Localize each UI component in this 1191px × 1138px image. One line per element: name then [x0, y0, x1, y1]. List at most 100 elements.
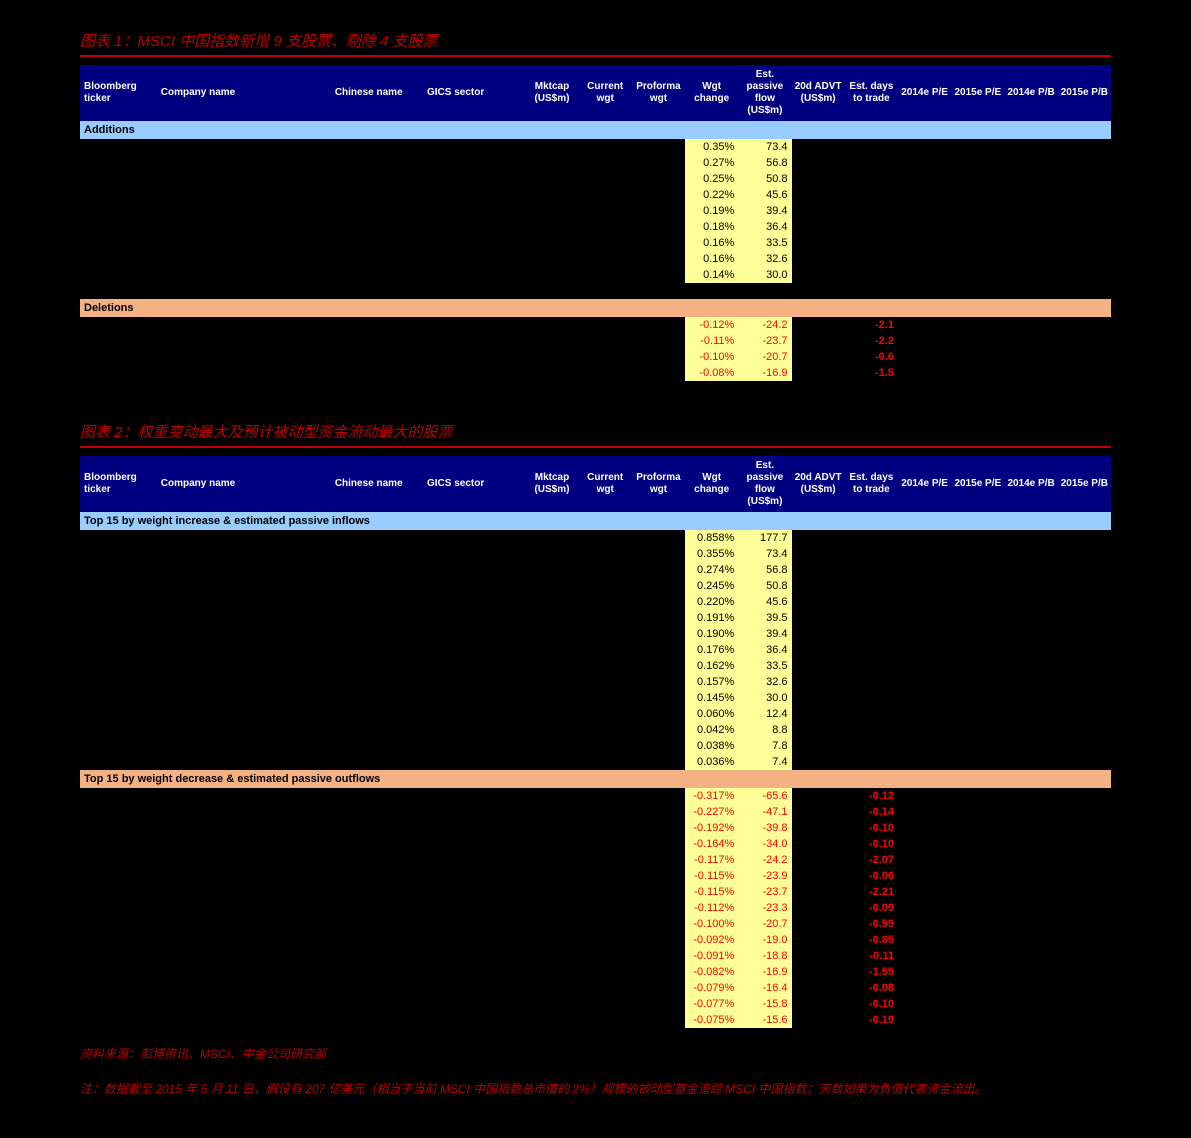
cell-passive-flow: -24.2: [738, 852, 791, 868]
source-line: 资料来源：彭博资讯、MSCI、中金公司研究部: [80, 1046, 1111, 1063]
section-inflows: Top 15 by weight increase & estimated pa…: [80, 512, 1111, 530]
cell-wgt-change: 0.16%: [685, 251, 738, 267]
cell-passive-flow: 30.0: [738, 690, 791, 706]
cell-passive-flow: 30.0: [738, 267, 791, 283]
table-row: 0.858%177.7: [80, 530, 1111, 546]
cell-passive-flow: 39.5: [738, 610, 791, 626]
cell-wgt-change: -0.317%: [685, 788, 738, 804]
cell-passive-flow: -47.1: [738, 804, 791, 820]
table-row: 0.355%73.4: [80, 546, 1111, 562]
cell-passive-flow: -16.4: [738, 980, 791, 996]
cell-passive-flow: -20.7: [738, 916, 791, 932]
cell-days-to-trade: -0.09: [845, 900, 898, 916]
cell-wgt-change: -0.112%: [685, 900, 738, 916]
cell-wgt-change: 0.038%: [685, 738, 738, 754]
h-flow: Est. passive flow (US$m): [738, 65, 791, 121]
cell-wgt-change: -0.115%: [685, 884, 738, 900]
h2-prowgt: Proforma wgt: [632, 456, 685, 512]
cell-passive-flow: 8.8: [738, 722, 791, 738]
cell-wgt-change: -0.079%: [685, 980, 738, 996]
table-row: -0.227%-47.1-0.14: [80, 804, 1111, 820]
cell-passive-flow: -16.9: [738, 964, 791, 980]
table-row: 0.245%50.8: [80, 578, 1111, 594]
cell-passive-flow: 36.4: [738, 642, 791, 658]
table-row: -0.317%-65.6-0.12: [80, 788, 1111, 804]
h-advt: 20d ADVT (US$m): [792, 65, 845, 121]
h2-curwgt: Current wgt: [579, 456, 632, 512]
cell-days-to-trade: -0.08: [845, 980, 898, 996]
cell-passive-flow: -20.7: [738, 349, 791, 365]
table-row: 0.036%7.4: [80, 754, 1111, 770]
cell-passive-flow: -23.7: [738, 884, 791, 900]
h2-mktcap: Mktcap (US$m): [525, 456, 578, 512]
cell-days-to-trade: -0.59: [845, 916, 898, 932]
h-prowgt: Proforma wgt: [632, 65, 685, 121]
cell-wgt-change: 0.162%: [685, 658, 738, 674]
cell-wgt-change: -0.117%: [685, 852, 738, 868]
table-row: 0.038%7.8: [80, 738, 1111, 754]
chart2-title: 图表 2：权重变动最大及预计被动型资金流动最大的股票: [80, 421, 1111, 448]
cell-wgt-change: -0.091%: [685, 948, 738, 964]
cell-wgt-change: -0.08%: [685, 365, 738, 381]
section-additions: Additions: [80, 121, 1111, 139]
cell-days-to-trade: -2.21: [845, 884, 898, 900]
cell-wgt-change: 0.245%: [685, 578, 738, 594]
cell-passive-flow: 7.4: [738, 754, 791, 770]
chart1-table: Bloomberg ticker Company name Chinese na…: [80, 65, 1111, 381]
h2-pb14: 2014e P/B: [1004, 456, 1057, 512]
table-row: -0.12%-24.2-2.1: [80, 317, 1111, 333]
cell-passive-flow: -19.0: [738, 932, 791, 948]
cell-passive-flow: 33.5: [738, 658, 791, 674]
cell-wgt-change: 0.35%: [685, 139, 738, 155]
table-row: -0.10%-20.7-0.6: [80, 349, 1111, 365]
table-row: 0.157%32.6: [80, 674, 1111, 690]
cell-wgt-change: 0.22%: [685, 187, 738, 203]
table-row: 0.35%73.4: [80, 139, 1111, 155]
table-row: -0.091%-18.8 -0.11: [80, 948, 1111, 964]
cell-wgt-change: 0.190%: [685, 626, 738, 642]
cell-days-to-trade: -0.11: [845, 948, 898, 964]
section-outflows: Top 15 by weight decrease & estimated pa…: [80, 770, 1111, 788]
table-row: 0.14%30.0: [80, 267, 1111, 283]
spacer-row: [80, 283, 1111, 299]
cell-passive-flow: -39.8: [738, 820, 791, 836]
h2-wgtchg: Wgt change: [685, 456, 738, 512]
table-row: -0.100%-20.7-0.59: [80, 916, 1111, 932]
h-pe15: 2015e P/E: [951, 65, 1004, 121]
cell-wgt-change: -0.115%: [685, 868, 738, 884]
table-row: 0.27%56.8: [80, 155, 1111, 171]
cell-passive-flow: -15.8: [738, 996, 791, 1012]
h2-pb15: 2015e P/B: [1058, 456, 1111, 512]
h-ticker: Bloomberg ticker: [80, 65, 157, 121]
h2-ticker: Bloomberg ticker: [80, 456, 157, 512]
cell-days-to-trade: -0.6: [845, 349, 898, 365]
cell-wgt-change: -0.082%: [685, 964, 738, 980]
table-row: 0.042%8.8: [80, 722, 1111, 738]
cell-passive-flow: -18.8: [738, 948, 791, 964]
table-row: 0.220%45.6: [80, 594, 1111, 610]
cell-passive-flow: 39.4: [738, 626, 791, 642]
table-row: 0.274%56.8: [80, 562, 1111, 578]
cell-wgt-change: 0.19%: [685, 203, 738, 219]
cell-passive-flow: 12.4: [738, 706, 791, 722]
cell-passive-flow: 73.4: [738, 139, 791, 155]
cell-passive-flow: 7.8: [738, 738, 791, 754]
h2-company: Company name: [157, 456, 331, 512]
cell-days-to-trade: -2.2: [845, 333, 898, 349]
cell-wgt-change: 0.27%: [685, 155, 738, 171]
cell-passive-flow: 39.4: [738, 203, 791, 219]
h2-sector: GICS sector: [423, 456, 525, 512]
cell-wgt-change: -0.164%: [685, 836, 738, 852]
cell-days-to-trade: -2.1: [845, 317, 898, 333]
cell-days-to-trade: -1.55: [845, 964, 898, 980]
cell-passive-flow: 45.6: [738, 187, 791, 203]
cell-wgt-change: 0.060%: [685, 706, 738, 722]
cell-passive-flow: 56.8: [738, 155, 791, 171]
section-deletions: Deletions: [80, 299, 1111, 317]
cell-days-to-trade: -0.10: [845, 996, 898, 1012]
table-row: 0.190%39.4: [80, 626, 1111, 642]
h-pb14: 2014e P/B: [1004, 65, 1057, 121]
cell-days-to-trade: -0.19: [845, 1012, 898, 1028]
table-row: 0.25%50.8: [80, 171, 1111, 187]
cell-wgt-change: -0.077%: [685, 996, 738, 1012]
